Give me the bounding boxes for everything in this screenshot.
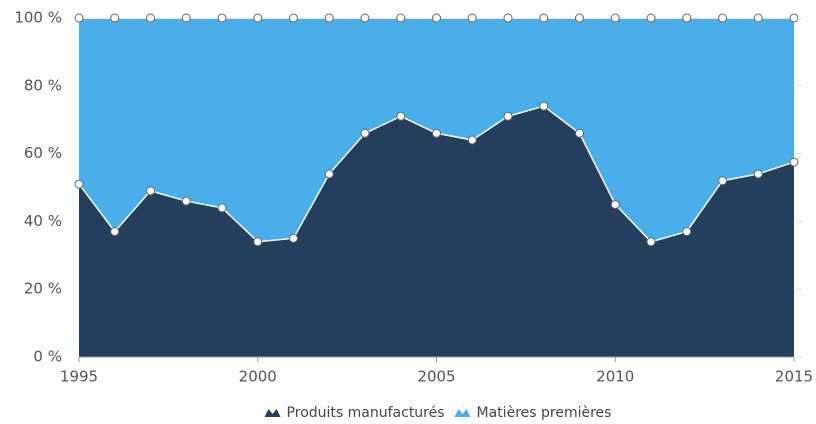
point-marker xyxy=(646,237,656,247)
point-marker xyxy=(324,13,334,23)
point-marker xyxy=(539,13,549,23)
point-marker xyxy=(253,237,263,247)
point-marker xyxy=(503,111,513,121)
point-marker xyxy=(181,13,191,23)
legend: Produits manufacturés Matières premières xyxy=(264,405,612,421)
point-marker xyxy=(432,128,441,138)
legend-label: Produits manufacturés xyxy=(287,405,445,421)
point-marker xyxy=(146,13,155,23)
legend-icon xyxy=(264,409,281,417)
point-marker xyxy=(146,186,155,196)
y-tick-label: 80 % xyxy=(24,76,62,94)
x-tick-label: 1995 xyxy=(60,368,98,386)
area xyxy=(79,106,794,357)
point-marker xyxy=(610,199,620,209)
point-marker xyxy=(324,169,334,179)
point-marker xyxy=(217,203,227,213)
point-marker xyxy=(575,13,584,23)
point-marker xyxy=(467,13,477,23)
y-tick-label: 0 % xyxy=(33,348,62,366)
y-tick-label: 40 % xyxy=(24,212,62,230)
legend-icon xyxy=(454,409,471,417)
point-marker xyxy=(289,13,298,23)
point-marker xyxy=(610,13,620,23)
point-marker xyxy=(396,111,406,121)
point-marker xyxy=(74,179,84,189)
point-marker xyxy=(682,13,692,23)
point-marker xyxy=(110,227,120,237)
point-marker xyxy=(575,128,584,138)
y-tick-label: 60 % xyxy=(24,144,62,162)
y-tick-label: 20 % xyxy=(24,280,62,298)
point-marker xyxy=(718,13,727,23)
x-tick-label: 2010 xyxy=(596,368,634,386)
point-marker xyxy=(467,135,477,145)
point-marker xyxy=(539,101,549,111)
x-tick-label: 2015 xyxy=(775,368,813,386)
point-marker xyxy=(753,13,763,23)
point-marker xyxy=(432,13,441,23)
point-marker xyxy=(110,13,120,23)
point-marker xyxy=(789,157,799,167)
point-marker xyxy=(646,13,656,23)
point-marker xyxy=(360,13,370,23)
point-marker xyxy=(682,227,692,237)
y-tick-label: 100 % xyxy=(14,9,62,27)
point-marker xyxy=(503,13,513,23)
point-marker xyxy=(217,13,227,23)
point-marker xyxy=(253,13,263,23)
point-marker xyxy=(396,13,406,23)
point-marker xyxy=(181,196,191,206)
point-marker xyxy=(289,233,298,243)
point-marker xyxy=(718,176,727,186)
point-marker xyxy=(753,169,763,179)
legend-label: Matières premières xyxy=(477,405,612,421)
x-tick-label: 2000 xyxy=(239,368,277,386)
point-marker xyxy=(360,128,370,138)
point-marker xyxy=(74,13,84,23)
x-tick-label: 2005 xyxy=(417,368,455,386)
